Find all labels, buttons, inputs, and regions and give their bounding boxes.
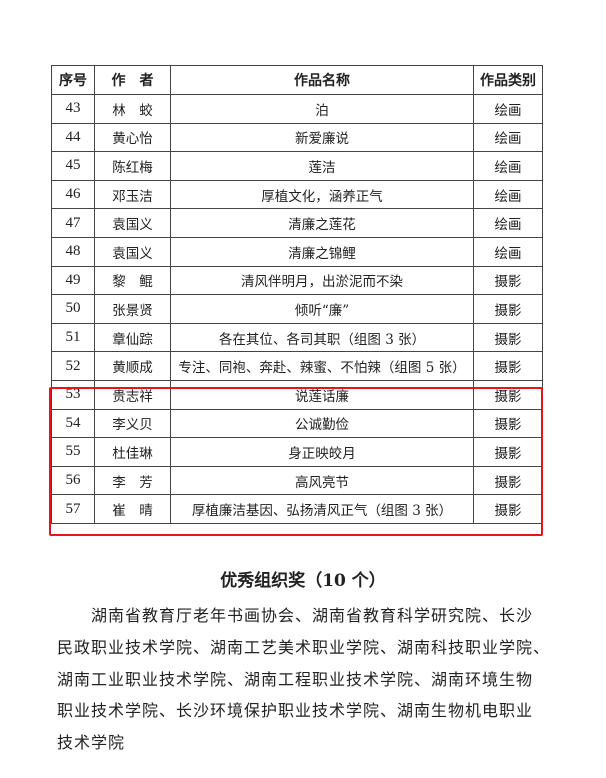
cell-number: 54 [51, 408, 95, 439]
cell-title: 各在其位、各司其职（组图 3 张） [170, 322, 474, 353]
cell-category: 摄影 [473, 294, 543, 324]
cell-category: 绘画 [473, 236, 543, 267]
table-header-row: 序号 作 者 作品名称 作品类别 [51, 65, 543, 95]
table-row: 49 黎 鲲清风伴明月，出淤泥而不染 摄影 [51, 265, 543, 296]
paragraph-line: 职业技术学院、长沙环境保护职业技术学院、湖南生物机电职业 [57, 701, 534, 721]
header-title: 作品名称 [170, 65, 474, 95]
table-row: 52 黄顺成 专注、同袍、奔赴、辣蜜、不怕辣（组图 5 张） 摄影 [51, 351, 543, 381]
cell-title: 厚植廉洁基因、弘扬清风正气（组图 3 张） [170, 494, 474, 524]
cell-author: 邓玉洁 [94, 179, 171, 210]
table-row: 53 贵志祥 说莲话廉 摄影 [51, 379, 543, 410]
table-row: 45 陈红梅 莲洁 绘画 [51, 151, 543, 181]
cell-title: 专注、同袍、奔赴、辣蜜、不怕辣（组图 5 张） [170, 351, 474, 381]
header-category: 作品类别 [473, 65, 543, 95]
cell-author: 杜佳琳 [94, 437, 171, 467]
cell-number: 45 [51, 151, 95, 181]
cell-author: 张景贤 [94, 294, 171, 324]
cell-category: 绘画 [473, 179, 543, 210]
cell-title: 莲洁 [170, 151, 474, 181]
table-row: 57 崔 晴厚植廉洁基因、弘扬清风正气（组图 3 张） 摄影 [51, 494, 543, 524]
cell-category: 摄影 [473, 379, 543, 410]
cell-author: 黎 鲲 [94, 265, 171, 296]
section-title: 优秀组织奖（10 个） [220, 571, 386, 591]
table-row: 48 袁国义 清廉之锦鲤 绘画 [51, 236, 543, 267]
cell-category: 摄影 [473, 465, 543, 496]
cell-category: 绘画 [473, 151, 543, 181]
table-row: 44 黄心怡 新爱廉说 绘画 [51, 122, 543, 153]
table-row: 54 李义贝 公诚勤俭 摄影 [51, 408, 543, 439]
cell-title: 清风伴明月，出淤泥而不染 [170, 265, 474, 296]
cell-title: 清廉之莲花 [170, 208, 474, 238]
header-number: 序号 [51, 65, 95, 95]
cell-number: 56 [51, 465, 95, 496]
cell-title: 新爱廉说 [170, 122, 474, 153]
header-author: 作 者 [94, 65, 171, 95]
cell-number: 55 [51, 437, 95, 467]
paragraph-line: 民政职业技术学院、湖南工艺美术职业学院、湖南科技职业学院、 [57, 637, 551, 657]
cell-number: 48 [51, 236, 95, 267]
cell-category: 摄影 [473, 351, 543, 381]
cell-category: 绘画 [473, 122, 543, 153]
cell-author: 林 蛟 [94, 94, 171, 124]
cell-number: 50 [51, 294, 95, 324]
cell-author: 李义贝 [94, 408, 171, 439]
cell-author: 陈红梅 [94, 151, 171, 181]
cell-category: 绘画 [473, 94, 543, 124]
cell-author: 黄顺成 [94, 351, 171, 381]
cell-number: 43 [51, 94, 95, 124]
cell-author: 袁国义 [94, 236, 171, 267]
cell-number: 44 [51, 122, 95, 153]
paragraph-line: 湖南省教育厅老年书画协会、湖南省教育科学研究院、长沙 [91, 606, 534, 625]
table-row: 50 张景贤 倾听“廉” 摄影 [51, 294, 543, 324]
table-row: 47 袁国义 清廉之莲花 绘画 [51, 208, 543, 238]
cell-category: 摄影 [473, 408, 543, 439]
cell-title: 公诚勤俭 [170, 408, 474, 439]
awards-table: 序号 作 者 作品名称 作品类别 43 林 蛟泊绘画 44 黄心怡 新爱廉说 绘画 45 陈红… [51, 65, 543, 524]
cell-number: 49 [51, 265, 95, 296]
cell-author: 崔 晴 [94, 494, 171, 524]
cell-number: 53 [51, 379, 95, 410]
cell-category: 绘画 [473, 208, 543, 238]
cell-category: 摄影 [473, 437, 543, 467]
cell-title: 倾听“廉” [170, 294, 474, 324]
cell-number: 46 [51, 179, 95, 210]
cell-author: 章仙踪 [94, 322, 171, 353]
table-row: 46 邓玉洁 厚植文化，涵养正气 绘画 [51, 179, 543, 210]
cell-number: 52 [51, 351, 95, 381]
cell-title: 身正映皎月 [170, 437, 474, 467]
organization-list-paragraph: 湖南省教育厅老年书画协会、湖南省教育科学研究院、长沙 民政职业技术学院、湖南工艺… [57, 600, 557, 759]
paragraph-line: 技术学院 [57, 733, 126, 753]
cell-title: 厚植文化，涵养正气 [170, 179, 474, 210]
cell-author: 袁国义 [94, 208, 171, 238]
cell-category: 摄影 [473, 265, 543, 296]
table-row: 43 林 蛟泊绘画 [51, 94, 543, 124]
cell-title: 清廉之锦鲤 [170, 236, 474, 267]
cell-author: 贵志祥 [94, 379, 171, 410]
table-row: 56 李 芳高风亮节 摄影 [51, 465, 543, 496]
cell-number: 47 [51, 208, 95, 238]
paragraph-line: 湖南工业职业技术学院、湖南工程职业技术学院、湖南环境生物 [57, 669, 534, 689]
cell-title: 说莲话廉 [170, 379, 474, 410]
cell-category: 摄影 [473, 322, 543, 353]
table-row: 55 杜佳琳 身正映皎月 摄影 [51, 437, 543, 467]
cell-number: 57 [51, 494, 95, 524]
cell-author: 李 芳 [94, 465, 171, 496]
cell-title: 泊 [170, 94, 474, 124]
cell-number: 51 [51, 322, 95, 353]
cell-author: 黄心怡 [94, 122, 171, 153]
cell-title: 高风亮节 [170, 465, 474, 496]
cell-category: 摄影 [473, 494, 543, 524]
table-row: 51 章仙踪 各在其位、各司其职（组图 3 张） 摄影 [51, 322, 543, 353]
